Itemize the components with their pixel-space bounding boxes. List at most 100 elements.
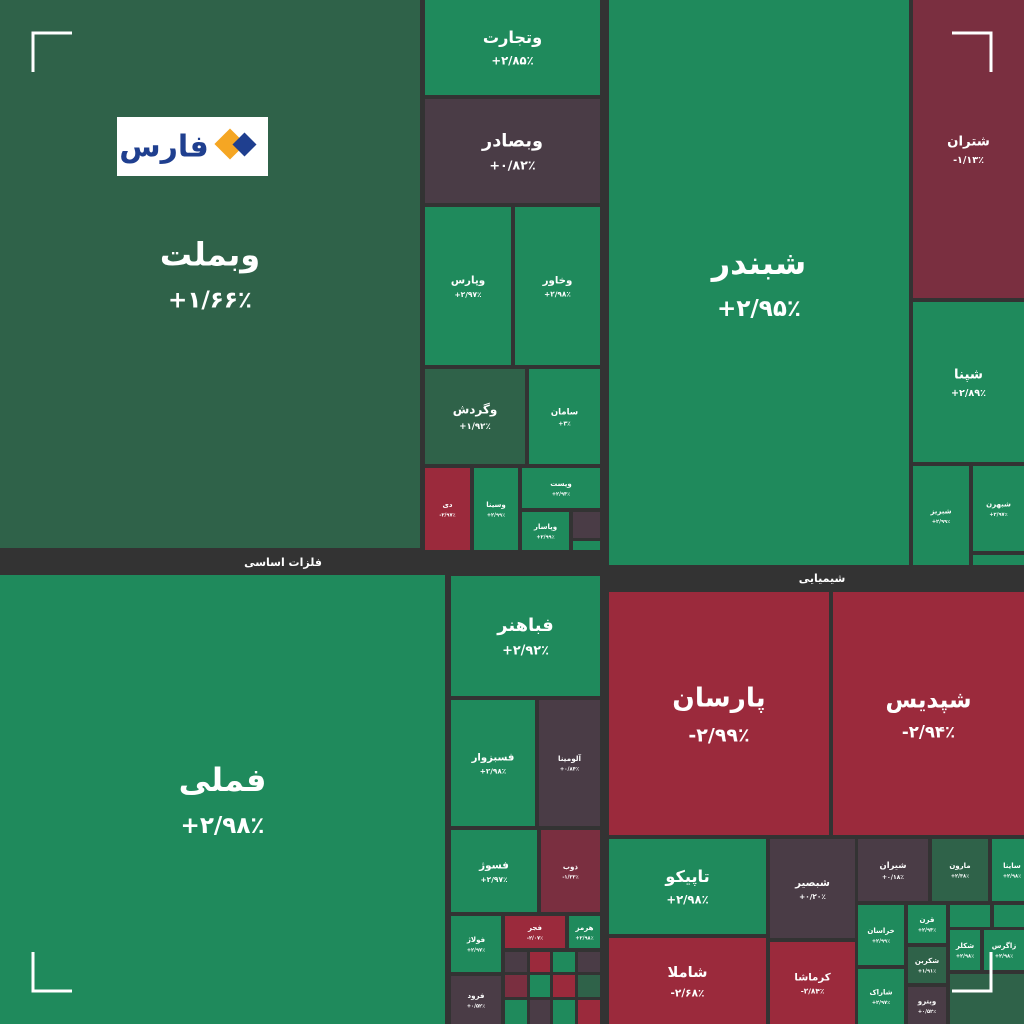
- tile-value: +۱/۶۶٪: [168, 288, 252, 314]
- tile: خراسان +۲/۹۹٪: [858, 905, 904, 965]
- tile-name: شبهرن: [986, 501, 1011, 509]
- tile-value: -۲/۰۷٪: [527, 935, 543, 941]
- tile-rect: [770, 942, 855, 1024]
- tile-rect: [858, 839, 928, 901]
- tile-value: +۰/۱۸٪: [882, 874, 904, 881]
- logo-icon: [214, 128, 246, 160]
- tile-value: +۲/۸۵٪: [491, 54, 533, 68]
- tile: ذوب -۱/۳۳٪: [541, 830, 600, 912]
- tile-name: دی: [442, 501, 452, 509]
- tile: وبملت +۱/۶۶٪: [0, 0, 420, 548]
- small-tile: [950, 974, 1024, 1024]
- tile-rect: [858, 969, 904, 1024]
- tile-name: شیران: [880, 860, 907, 871]
- tile-rect: [609, 592, 829, 835]
- tile: آلومینا +۰/۸۴٪: [539, 700, 600, 826]
- tile-rect: [0, 575, 445, 1024]
- tile-value: +۲/۹۷٪: [989, 512, 1007, 518]
- tile-rect: [992, 839, 1024, 901]
- tile-rect: [0, 0, 420, 548]
- small-tile: [530, 975, 550, 997]
- tile-name: آلومینا: [558, 753, 582, 763]
- tile: شبصیر +۰/۲۰٪: [770, 839, 855, 938]
- tile-value: +۲/۹۸٪: [995, 953, 1013, 959]
- tile-rect: [950, 930, 980, 970]
- tile: شیران +۰/۱۸٪: [858, 839, 928, 901]
- tile-value: +۲/۹۴٪: [918, 927, 936, 933]
- tile-name: ساینا: [1003, 862, 1021, 870]
- tile-value: +۲/۹۸٪: [575, 935, 593, 941]
- corner-marks: [31, 31, 993, 993]
- tile-name: شبصیر: [794, 878, 830, 889]
- tile-value: +۲/۹۸٪: [181, 813, 265, 839]
- tile-value: -۲/۹۹٪: [688, 724, 749, 746]
- tile: وبترو +۰/۵۲٪: [908, 987, 946, 1024]
- tile: پارسان -۲/۹۹٪: [609, 592, 829, 835]
- tile-rect: [451, 976, 501, 1024]
- group-header: [605, 566, 1024, 590]
- logo: فارس: [117, 117, 268, 176]
- tile: شپنا +۲/۸۹٪: [913, 302, 1024, 462]
- tile: وخاور +۲/۹۸٪: [515, 207, 600, 365]
- tile-value: +۰/۵۲٪: [467, 1003, 485, 1009]
- tile-rect: [515, 207, 600, 365]
- tile-value: +۲/۸۹٪: [951, 388, 986, 399]
- tile-rect: [529, 369, 600, 464]
- small-tile: [578, 952, 600, 972]
- corner: [952, 31, 993, 72]
- tile: تاپیکو +۲/۹۸٪: [609, 839, 766, 934]
- tile-name: سامان: [551, 407, 578, 417]
- tile-name: شاراک: [869, 989, 892, 997]
- tile: وپارس +۲/۹۷٪: [425, 207, 511, 365]
- tile-name: وپاسار: [533, 523, 557, 531]
- tile-name: زاگرس: [992, 941, 1017, 950]
- tile-name: کرماشا: [794, 972, 830, 983]
- small-tile: [578, 1000, 600, 1024]
- tile-rect: [770, 839, 855, 938]
- group-label: فلزات اساسی: [244, 556, 322, 569]
- tile: سامان +۳٪: [529, 369, 600, 464]
- small-tile: [553, 975, 575, 997]
- tile-rect: [913, 302, 1024, 462]
- corner: [952, 952, 993, 993]
- tile: شاملا -۲/۶۸٪: [609, 938, 766, 1024]
- tile-value: -۲/۸۴٪: [801, 987, 825, 996]
- tile: وتجارت +۲/۸۵٪: [425, 0, 600, 95]
- tile: دی -۲/۹۷٪: [425, 468, 470, 550]
- tile: وبصادر +۰/۸۲٪: [425, 99, 600, 203]
- logo-text: فارس: [119, 130, 209, 165]
- small-tile: [553, 952, 575, 972]
- tile-rect: [425, 0, 600, 95]
- tile: کرماشا -۲/۸۴٪: [770, 942, 855, 1024]
- tile-rect: [541, 830, 600, 912]
- tile-name: مارون: [949, 862, 970, 870]
- tile-rect: [908, 987, 946, 1024]
- tile: وسینا +۲/۹۹٪: [474, 468, 518, 550]
- tile-rect: [522, 468, 600, 508]
- tile-name: وگردش: [453, 402, 498, 417]
- tile-name: وتجارت: [483, 28, 542, 47]
- tile-name: قرن: [920, 916, 935, 924]
- tile-value: +۲/۹۴٪: [552, 491, 570, 497]
- tile: فملی +۲/۹۸٪: [0, 575, 445, 1024]
- small-tile: [553, 1000, 575, 1024]
- tile-value: +۲/۹۸٪: [480, 767, 506, 776]
- tile-name: وبترو: [917, 998, 937, 1006]
- tile-value: +۳٪: [558, 421, 571, 428]
- tile-rect: [932, 839, 988, 901]
- tile-name: شکربن: [915, 957, 939, 965]
- tile-value: +۰/۸۲٪: [489, 158, 535, 173]
- tile-name: وپست: [550, 480, 572, 488]
- tile-name: فملی: [179, 761, 267, 799]
- tile-rect: [451, 916, 501, 972]
- tile-name: شکلر: [955, 942, 974, 950]
- tile: فرود +۰/۵۲٪: [451, 976, 501, 1024]
- tile-name: وسینا: [486, 501, 506, 509]
- tile-value: +۲/۹۷٪: [467, 947, 485, 953]
- tile-value: +۲/۳۸٪: [951, 873, 969, 879]
- tile-name: خراسان: [867, 927, 894, 935]
- logo-icon: [232, 132, 257, 157]
- tile-value: +۰/۸۴٪: [560, 767, 579, 773]
